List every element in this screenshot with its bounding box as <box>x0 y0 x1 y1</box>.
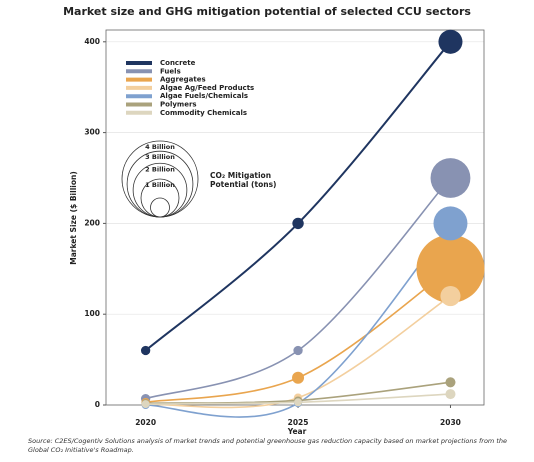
y-axis-label: Market Size ($ Billion) <box>69 171 78 265</box>
size-legend-label: 3 Billion <box>145 153 175 161</box>
bubble <box>141 400 150 409</box>
bubble <box>438 29 463 54</box>
size-legend-title: Potential (tons) <box>210 180 276 189</box>
bubble <box>293 345 303 356</box>
legend-label: Concrete <box>160 59 196 67</box>
bubble <box>445 377 456 388</box>
size-legend-label: 2 Billion <box>145 165 175 173</box>
size-legend-label: 1 Billion <box>145 181 175 189</box>
size-legend-circle <box>150 197 170 218</box>
chart: Market size and GHG mitigation potential… <box>63 5 485 436</box>
series-line <box>145 177 452 400</box>
y-tick-label: 400 <box>84 37 100 46</box>
bubble <box>440 285 461 307</box>
legend-label: Fuels <box>160 67 181 75</box>
legend-label: Polymers <box>160 101 197 109</box>
bubble <box>430 158 471 198</box>
legend-label: Commodity Chemicals <box>160 109 247 117</box>
chart-title: Market size and GHG mitigation potential… <box>63 5 471 18</box>
size-legend-title: CO₂ Mitigation <box>210 171 271 180</box>
bubble <box>445 389 456 400</box>
source-note: Source: C2ES/Cogentiv Solutions analysis… <box>28 437 507 454</box>
x-tick-label: 2025 <box>288 418 309 427</box>
bubble <box>292 371 305 384</box>
x-tick-label: 2020 <box>135 418 156 427</box>
bubble <box>292 217 304 230</box>
bubble <box>140 345 151 356</box>
legend-label: Aggregates <box>160 76 206 84</box>
y-tick-label: 300 <box>84 128 100 137</box>
y-tick-label: 0 <box>95 400 100 409</box>
size-legend-label: 4 Billion <box>145 143 175 151</box>
x-axis-label: Year <box>287 427 307 436</box>
bubble <box>433 206 468 241</box>
x-tick-label: 2030 <box>440 418 461 427</box>
legend-label: Algae Ag/Feed Products <box>160 84 254 92</box>
bubble <box>416 234 485 303</box>
y-tick-label: 200 <box>84 218 100 227</box>
legend-label: Algae Fuels/Chemicals <box>160 92 248 100</box>
bubble <box>294 398 303 407</box>
y-tick-label: 100 <box>84 309 100 318</box>
